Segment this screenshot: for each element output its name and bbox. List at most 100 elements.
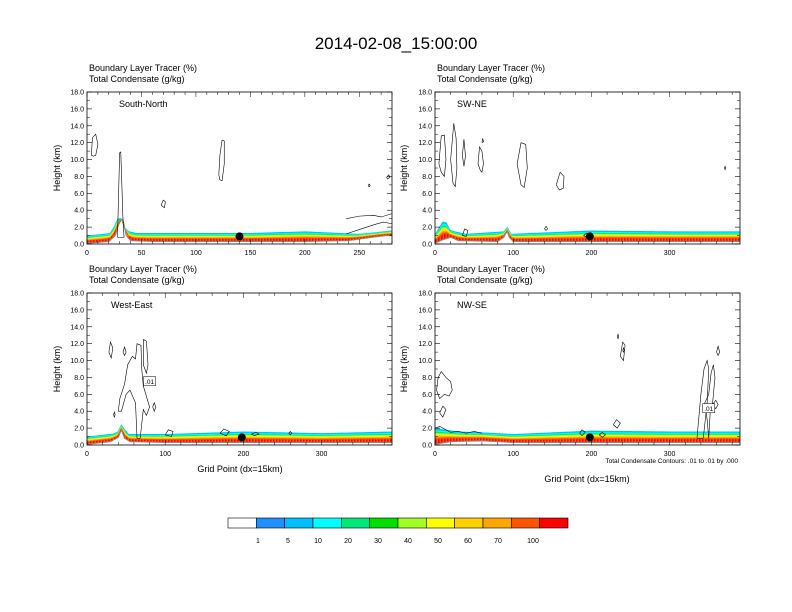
- condensate-contour: [113, 411, 116, 419]
- y-tick-label: 2.0: [74, 426, 84, 433]
- condensate-contour: [599, 431, 606, 438]
- condensate-contour: [367, 183, 371, 187]
- colorbar-swatch: [426, 517, 455, 529]
- x-tick-label: 300: [316, 451, 328, 458]
- condensate-contour: [122, 346, 127, 357]
- x-tick-label: 250: [353, 250, 365, 257]
- y-tick-label: 16.0: [70, 307, 84, 314]
- y-tick-label: 12.0: [418, 341, 432, 348]
- y-tick-label: 18.0: [70, 291, 84, 298]
- y-tick-label: 14.0: [418, 324, 432, 331]
- y-tick-label: 0.0: [74, 242, 84, 249]
- y-tick-label: 0.0: [422, 242, 432, 249]
- y-tick-label: 6.0: [74, 392, 84, 399]
- condensate-contour: [117, 343, 150, 439]
- colorbar-swatch: [454, 517, 484, 529]
- y-tick-label: 16.0: [418, 106, 432, 113]
- panel-title-line-2: Total Condensate (g/kg): [89, 275, 185, 285]
- condensate-contour: [579, 429, 586, 437]
- condensate-contour: [616, 333, 620, 340]
- y-tick-label: 18.0: [70, 90, 84, 97]
- tracer-band-6: [87, 218, 392, 244]
- panel-name: South-North: [119, 99, 168, 109]
- condensate-contour: [117, 151, 125, 238]
- panel-title-line-2: Total Condensate (g/kg): [437, 275, 533, 285]
- condensate-contour: [724, 165, 727, 171]
- axes: 0.0 2.0 4.0 6.0 8.0 10.0 12.0 14.0 16.0 18.0 0 100 2…: [70, 291, 392, 458]
- x-tick-label: 0: [85, 250, 89, 257]
- contour-label: .01: [704, 406, 713, 413]
- colorbar-label: 40: [404, 538, 412, 545]
- colorbar-label: 1: [256, 538, 260, 545]
- panel-title-line-1: Boundary Layer Tracer (%): [89, 264, 197, 274]
- y-tick-label: 10.0: [70, 358, 84, 365]
- y-tick-label: 8.0: [74, 174, 84, 181]
- panel-name: SW-NE: [457, 99, 487, 109]
- x-tick-label: 200: [586, 451, 598, 458]
- tracer-band-8: [87, 428, 392, 445]
- y-tick-label: 4.0: [74, 208, 84, 215]
- y-tick-label: 14.0: [418, 123, 432, 130]
- y-tick-label: 12.0: [418, 140, 432, 147]
- x-tick-label: 200: [586, 250, 598, 257]
- colorbar-label: 100: [527, 538, 539, 545]
- plot-frame: [86, 292, 393, 446]
- contour-label-box: [702, 403, 715, 413]
- y-tick-label: 2.0: [74, 225, 84, 232]
- panel-sw-ne: Boundary Layer Tracer (%) Total Condensa…: [399, 63, 741, 257]
- colorbar-swatch: [284, 517, 314, 529]
- y-axis-label: Height (km): [52, 346, 62, 393]
- y-axis-label: Height (km): [399, 346, 409, 393]
- y-tick-label: 2.0: [422, 225, 432, 232]
- condensate-contour: [143, 339, 149, 375]
- x-tick-label: 100: [507, 250, 519, 257]
- x-tick-label: 300: [664, 451, 676, 458]
- condensate-contour: [555, 171, 565, 191]
- condensate-contour: [704, 364, 716, 439]
- condensate-contour: [516, 142, 528, 188]
- colorbar-swatch: [341, 517, 370, 529]
- panel-title-line-1: Boundary Layer Tracer (%): [437, 264, 545, 274]
- y-tick-label: 14.0: [70, 324, 84, 331]
- condensate-contour: [386, 174, 391, 180]
- axes: 0.0 2.0 4.0 6.0 8.0 10.0 12.0 14.0 16.0 18.0 0 100 2…: [418, 90, 740, 257]
- colorbar-label: 70: [494, 538, 502, 545]
- y-tick-label: 0.0: [74, 443, 84, 450]
- y-tick-label: 0.0: [422, 443, 432, 450]
- condensate-contour: [613, 419, 621, 429]
- condensate-contour: [436, 370, 453, 400]
- y-tick-label: 4.0: [74, 409, 84, 416]
- axes: 0.0 2.0 4.0 6.0 8.0 10.0 12.0 14.0 16.0 18.0 0 50 10…: [70, 90, 393, 257]
- y-tick-label: 6.0: [422, 191, 432, 198]
- x-tick-label: 200: [238, 451, 250, 458]
- panel-name: West-East: [111, 300, 153, 310]
- condensate-contour: [108, 340, 114, 360]
- x-tick-label: 0: [85, 451, 89, 458]
- y-tick-label: 14.0: [70, 123, 84, 130]
- y-tick-label: 2.0: [422, 426, 432, 433]
- condensate-contour: [288, 431, 293, 436]
- panel-title-line-1: Boundary Layer Tracer (%): [89, 63, 197, 73]
- contour-label-box: [143, 376, 156, 386]
- x-axis-label: Grid Point (dx=15km): [197, 464, 282, 474]
- plot-frame: [86, 91, 393, 245]
- x-tick-label: 100: [507, 451, 519, 458]
- location-marker: [585, 433, 594, 442]
- panel-south-north: Boundary Layer Tracer (%) Total Condensa…: [52, 63, 393, 257]
- condensate-contour: [622, 346, 625, 353]
- panel-title-line-2: Total Condensate (g/kg): [437, 74, 533, 84]
- condensate-contour: [438, 134, 447, 178]
- contour-note: Total Condensate Contours: .01 to .01 by…: [605, 458, 738, 465]
- panel-name: NW-SE: [457, 300, 487, 310]
- colorbar-swatch: [539, 517, 569, 529]
- colorbar-label: 60: [464, 538, 472, 545]
- condensate-contour: [462, 228, 469, 237]
- panel-nw-se: Boundary Layer Tracer (%) Total Condensa…: [399, 264, 741, 484]
- y-tick-label: 8.0: [422, 375, 432, 382]
- y-tick-label: 8.0: [422, 174, 432, 181]
- y-tick-label: 10.0: [418, 157, 432, 164]
- location-marker: [585, 232, 594, 241]
- condensate-contour: [152, 401, 157, 413]
- axes: 0.0 2.0 4.0 6.0 8.0 10.0 12.0 14.0 16.0 18.0 0 100 2…: [418, 291, 740, 458]
